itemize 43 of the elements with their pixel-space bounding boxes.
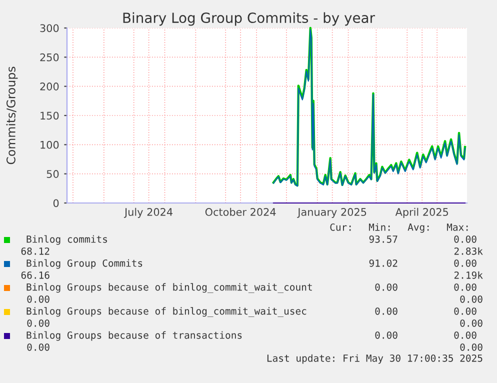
text: Last update: Fri May 30 17:00:35 2025 xyxy=(267,354,482,364)
y-tick-label: 300 xyxy=(40,24,59,32)
text: 0.00 xyxy=(375,331,398,339)
text: Avg: xyxy=(408,224,429,233)
y-tick-label: 100 xyxy=(40,140,59,149)
text: 0.00 xyxy=(460,319,482,327)
text: 0.00 xyxy=(27,319,50,327)
x-tick-label: July 2024 xyxy=(124,208,172,218)
y-tick-label: 50 xyxy=(46,170,59,178)
text: 0.00 xyxy=(454,283,476,291)
x-tick-label: October 2024 xyxy=(205,208,276,216)
legend-label: Binlog Groups because of transactions xyxy=(26,331,242,341)
text: 0.00 xyxy=(454,259,476,267)
text: 2.19k xyxy=(454,271,483,279)
text: Cur: xyxy=(330,223,351,231)
text: 0.00 xyxy=(454,331,476,339)
y-axis-title: Commits/Groups xyxy=(6,66,18,164)
text: 0.00 xyxy=(460,343,482,351)
legend-label: Binlog Group Commits xyxy=(26,259,142,269)
y-tick-label: 150 xyxy=(40,112,59,120)
legend-label: Binlog Groups because of binlog_commit_wait_count xyxy=(26,283,312,293)
x-tick-label: April 2025 xyxy=(395,208,448,218)
text: 91.02 xyxy=(369,259,398,267)
text: Max: xyxy=(446,224,468,231)
legend-label: Binlog Groups because of binlog_commit_wait_usec xyxy=(26,307,306,317)
text: 0.00 xyxy=(27,295,50,303)
text: 68.12 xyxy=(21,247,50,255)
text: 0.00 xyxy=(454,235,476,243)
y-tick-label: 200 xyxy=(40,82,59,90)
x-tick-label: January 2025 xyxy=(297,208,366,218)
text: 2.83k xyxy=(454,247,483,255)
y-tick-label: 250 xyxy=(40,53,59,62)
chart-title: Binary Log Group Commits - by year xyxy=(123,12,376,26)
text: 93.57 xyxy=(369,235,398,243)
text: 0.00 xyxy=(460,295,482,303)
legend-label: Binlog commits xyxy=(26,235,107,245)
text: 0.00 xyxy=(27,343,50,351)
text: 66.16 xyxy=(21,271,50,279)
text: 0.00 xyxy=(375,307,398,315)
y-tick-label: 0 xyxy=(53,199,59,208)
text: 0.00 xyxy=(375,283,398,291)
text: Min: xyxy=(368,223,390,231)
text: 0.00 xyxy=(454,307,476,315)
